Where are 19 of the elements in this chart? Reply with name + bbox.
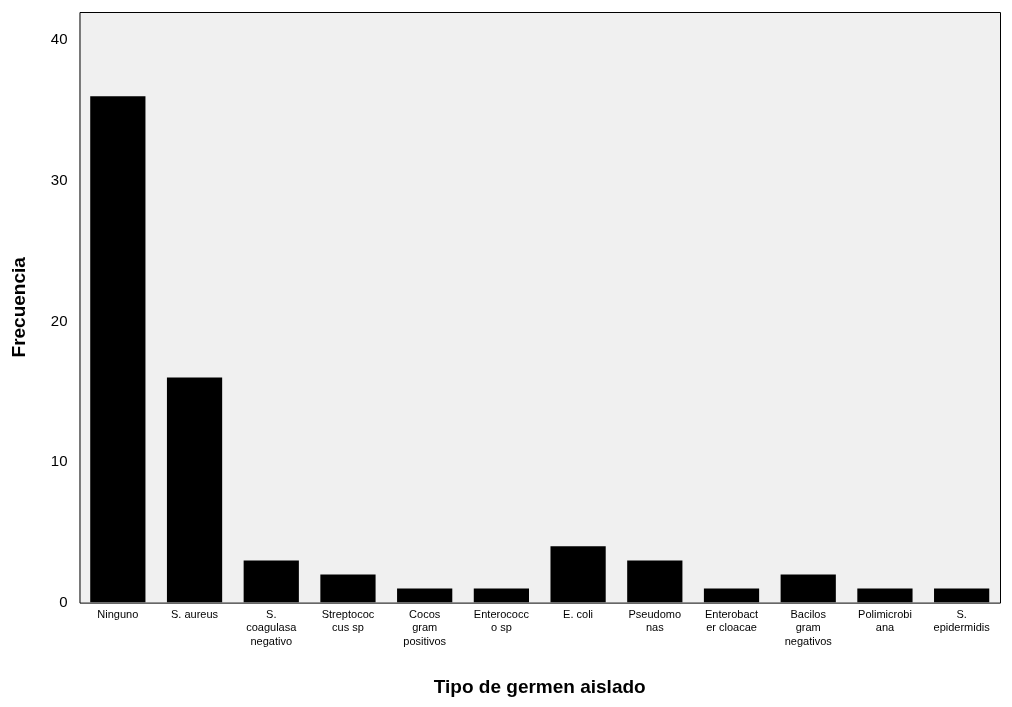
x-tick-label: Bacilos gram negativos	[784, 608, 833, 647]
y-tick-label: 0	[59, 592, 68, 610]
x-tick-label: Enterococco sp	[473, 608, 530, 634]
x-axis-title: Tipo de germen aislado	[433, 675, 646, 697]
x-tick-label: Streptococcus sp	[321, 608, 375, 634]
y-tick-label: 20	[50, 311, 68, 329]
x-tick-label: Ninguno	[97, 608, 139, 621]
x-tick-label: Enterobacter cloacae	[704, 608, 759, 634]
y-tick-label: 10	[50, 452, 68, 470]
y-tick-label: 30	[50, 170, 68, 188]
x-tick-label: Polimicrobiana	[858, 608, 912, 634]
y-tick-label: 40	[50, 30, 68, 48]
x-tick-label: Pseudomonas	[628, 608, 682, 634]
x-tick-label: Cocos gram positivos	[403, 608, 447, 647]
x-tick-label: S. epidermidis	[933, 608, 991, 634]
x-tick-label: S. coagulasa negativo	[246, 608, 298, 647]
y-axis-title: Frecuencia	[7, 256, 29, 358]
x-tick-label: E. coli	[563, 608, 594, 621]
x-tick-label: S. aureus	[171, 608, 219, 621]
